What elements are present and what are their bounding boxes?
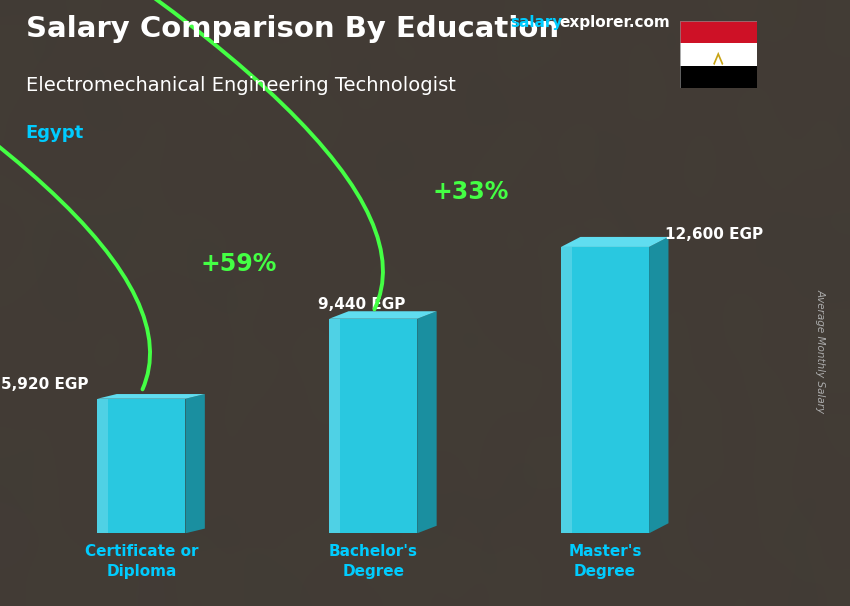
Text: Egypt: Egypt [26,124,84,142]
Polygon shape [329,311,437,319]
Text: explorer.com: explorer.com [559,15,670,30]
Bar [98,399,185,533]
Bar [561,247,571,533]
Bar [98,399,108,533]
Polygon shape [713,52,723,65]
Text: 12,600 EGP: 12,600 EGP [665,227,763,242]
Text: Salary Comparison By Education: Salary Comparison By Education [26,15,558,43]
Polygon shape [417,311,437,533]
Text: +33%: +33% [433,181,509,204]
Bar [561,247,649,533]
Text: 5,920 EGP: 5,920 EGP [1,377,88,392]
Text: Average Monthly Salary: Average Monthly Salary [815,290,825,413]
Bar [680,65,756,88]
Polygon shape [561,237,668,247]
Polygon shape [185,394,205,533]
Text: salary: salary [510,15,563,30]
Bar [329,319,417,533]
Bar [680,44,756,65]
Text: 9,440 EGP: 9,440 EGP [318,297,405,312]
Bar [680,21,756,44]
Polygon shape [649,237,668,533]
Text: Electromechanical Engineering Technologist: Electromechanical Engineering Technologi… [26,76,456,95]
Polygon shape [98,394,205,399]
Bar [329,319,340,533]
Text: +59%: +59% [201,252,277,276]
